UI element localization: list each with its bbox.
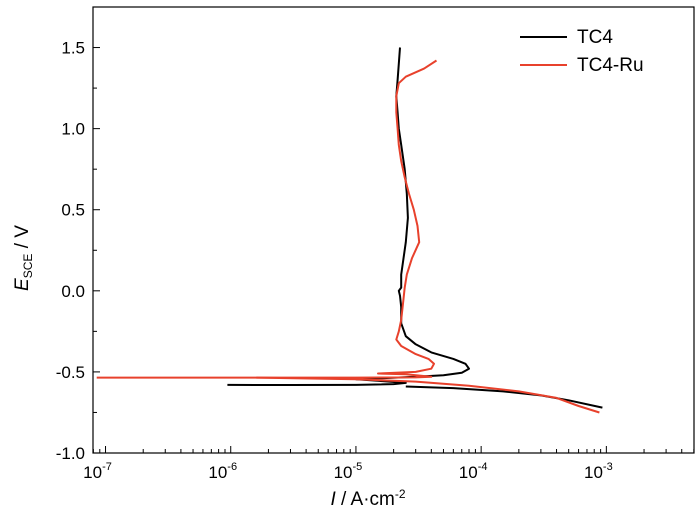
legend: TC4 TC4-Ru xyxy=(520,27,644,76)
y-tick-label: -0.5 xyxy=(56,363,85,382)
series-line-tc4-ru xyxy=(96,59,438,379)
x-tick-label: 10-5 xyxy=(334,461,363,482)
y-tick-label: 1.5 xyxy=(61,39,85,58)
y-axis-label: ESCE / V xyxy=(12,225,35,291)
x-tick-label: 10-7 xyxy=(83,461,112,482)
series-layer xyxy=(96,47,603,414)
series-line-tc4-cathodic xyxy=(405,385,603,409)
axis-ticks: -1.0 -0.5 0.0 0.5 1.0 1.5 10-7 10-6 10-5 10-4 10-3 xyxy=(56,39,695,482)
x-tick-label: 10-3 xyxy=(584,461,613,482)
y-tick-label: 0.0 xyxy=(61,282,85,301)
series-line-tc4-ru-cathodic xyxy=(256,376,600,414)
x-tick-label: 10-6 xyxy=(208,461,237,482)
legend-label-tc4: TC4 xyxy=(577,27,613,48)
series-line-tc4 xyxy=(227,47,470,386)
x-tick-label: 10-4 xyxy=(459,461,488,482)
x-axis-label: I / A·cm-2 xyxy=(330,487,405,510)
y-tick-label: 0.5 xyxy=(61,201,85,220)
y-tick-label: 1.0 xyxy=(61,120,85,139)
y-tick-label: -1.0 xyxy=(56,444,85,463)
legend-label-tc4-ru: TC4-Ru xyxy=(577,55,644,76)
